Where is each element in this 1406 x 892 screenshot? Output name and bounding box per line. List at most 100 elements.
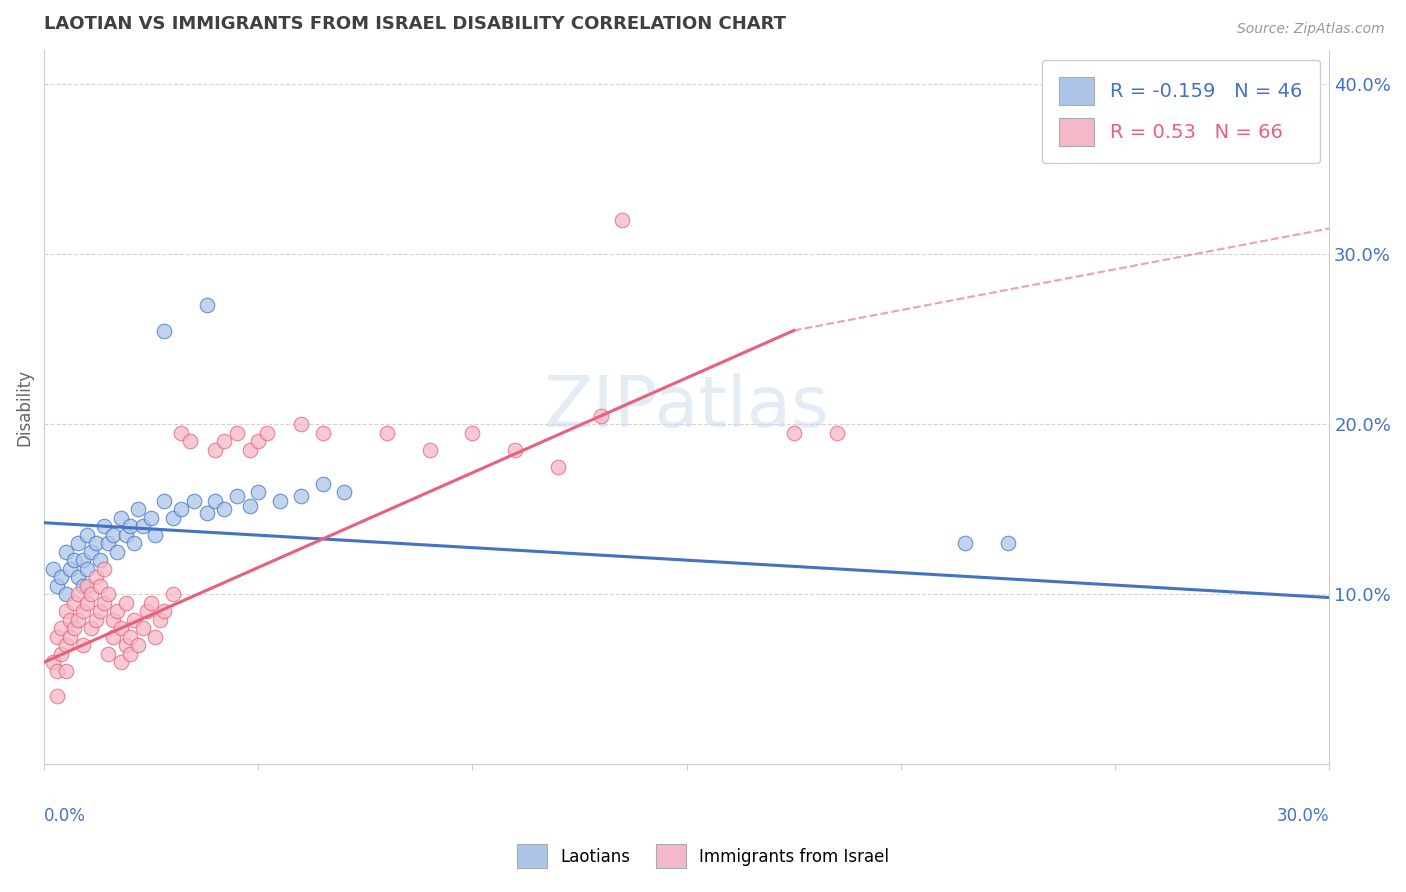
Text: 0.0%: 0.0%	[44, 807, 86, 825]
Point	[51, 621, 73, 635]
Point	[46, 690, 69, 704]
Point	[195, 298, 218, 312]
Point	[333, 485, 356, 500]
Point	[101, 613, 124, 627]
Point	[149, 613, 172, 627]
Point	[59, 613, 82, 627]
Point	[547, 459, 569, 474]
Point	[46, 664, 69, 678]
Point	[97, 536, 120, 550]
Point	[63, 621, 86, 635]
Point	[170, 425, 193, 440]
Y-axis label: Disability: Disability	[15, 368, 32, 446]
Point	[67, 587, 90, 601]
Point	[269, 493, 291, 508]
Point	[204, 442, 226, 457]
Point	[93, 519, 115, 533]
Point	[179, 434, 201, 448]
Point	[114, 638, 136, 652]
Point	[212, 502, 235, 516]
Point	[825, 425, 848, 440]
Point	[290, 417, 312, 431]
Legend: Laotians, Immigrants from Israel: Laotians, Immigrants from Israel	[510, 838, 896, 875]
Point	[63, 596, 86, 610]
Point	[311, 476, 333, 491]
Point	[589, 409, 612, 423]
Point	[89, 553, 111, 567]
Point	[59, 630, 82, 644]
Point	[225, 488, 247, 502]
Point	[127, 638, 149, 652]
Point	[170, 502, 193, 516]
Point	[110, 621, 132, 635]
Point	[461, 425, 484, 440]
Point	[55, 604, 77, 618]
Point	[97, 647, 120, 661]
Point	[80, 621, 103, 635]
Point	[89, 604, 111, 618]
Point	[135, 604, 157, 618]
Point	[63, 553, 86, 567]
Text: Source: ZipAtlas.com: Source: ZipAtlas.com	[1237, 22, 1385, 37]
Point	[127, 502, 149, 516]
Point	[141, 596, 163, 610]
Point	[67, 613, 90, 627]
Point	[195, 506, 218, 520]
Point	[105, 604, 128, 618]
Point	[46, 630, 69, 644]
Point	[114, 527, 136, 541]
Point	[93, 596, 115, 610]
Point	[110, 655, 132, 669]
Point	[118, 630, 141, 644]
Point	[997, 536, 1019, 550]
Point	[72, 553, 94, 567]
Point	[183, 493, 205, 508]
Point	[247, 434, 270, 448]
Point	[76, 527, 98, 541]
Point	[114, 596, 136, 610]
Point	[131, 519, 153, 533]
Point	[76, 562, 98, 576]
Point	[153, 604, 176, 618]
Point	[375, 425, 398, 440]
Point	[93, 562, 115, 576]
Point	[162, 510, 184, 524]
Text: ZIPatlas: ZIPatlas	[544, 373, 830, 442]
Point	[72, 604, 94, 618]
Point	[41, 655, 63, 669]
Point	[247, 485, 270, 500]
Point	[110, 510, 132, 524]
Point	[212, 434, 235, 448]
Text: LAOTIAN VS IMMIGRANTS FROM ISRAEL DISABILITY CORRELATION CHART: LAOTIAN VS IMMIGRANTS FROM ISRAEL DISABI…	[44, 15, 786, 33]
Legend: R = -0.159   N = 46, R = 0.53   N = 66: R = -0.159 N = 46, R = 0.53 N = 66	[1042, 60, 1320, 163]
Point	[55, 638, 77, 652]
Point	[41, 562, 63, 576]
Point	[80, 544, 103, 558]
Point	[122, 613, 145, 627]
Point	[118, 519, 141, 533]
Point	[76, 579, 98, 593]
Point	[311, 425, 333, 440]
Point	[953, 536, 976, 550]
Point	[153, 493, 176, 508]
Point	[51, 570, 73, 584]
Point	[153, 324, 176, 338]
Point	[84, 536, 107, 550]
Point	[141, 510, 163, 524]
Point	[101, 527, 124, 541]
Point	[101, 630, 124, 644]
Point	[80, 587, 103, 601]
Point	[76, 596, 98, 610]
Point	[239, 442, 262, 457]
Point	[612, 213, 634, 227]
Point	[419, 442, 441, 457]
Text: 30.0%: 30.0%	[1277, 807, 1329, 825]
Point	[55, 587, 77, 601]
Point	[72, 579, 94, 593]
Point	[46, 579, 69, 593]
Point	[55, 544, 77, 558]
Point	[225, 425, 247, 440]
Point	[105, 544, 128, 558]
Point	[118, 647, 141, 661]
Point	[131, 621, 153, 635]
